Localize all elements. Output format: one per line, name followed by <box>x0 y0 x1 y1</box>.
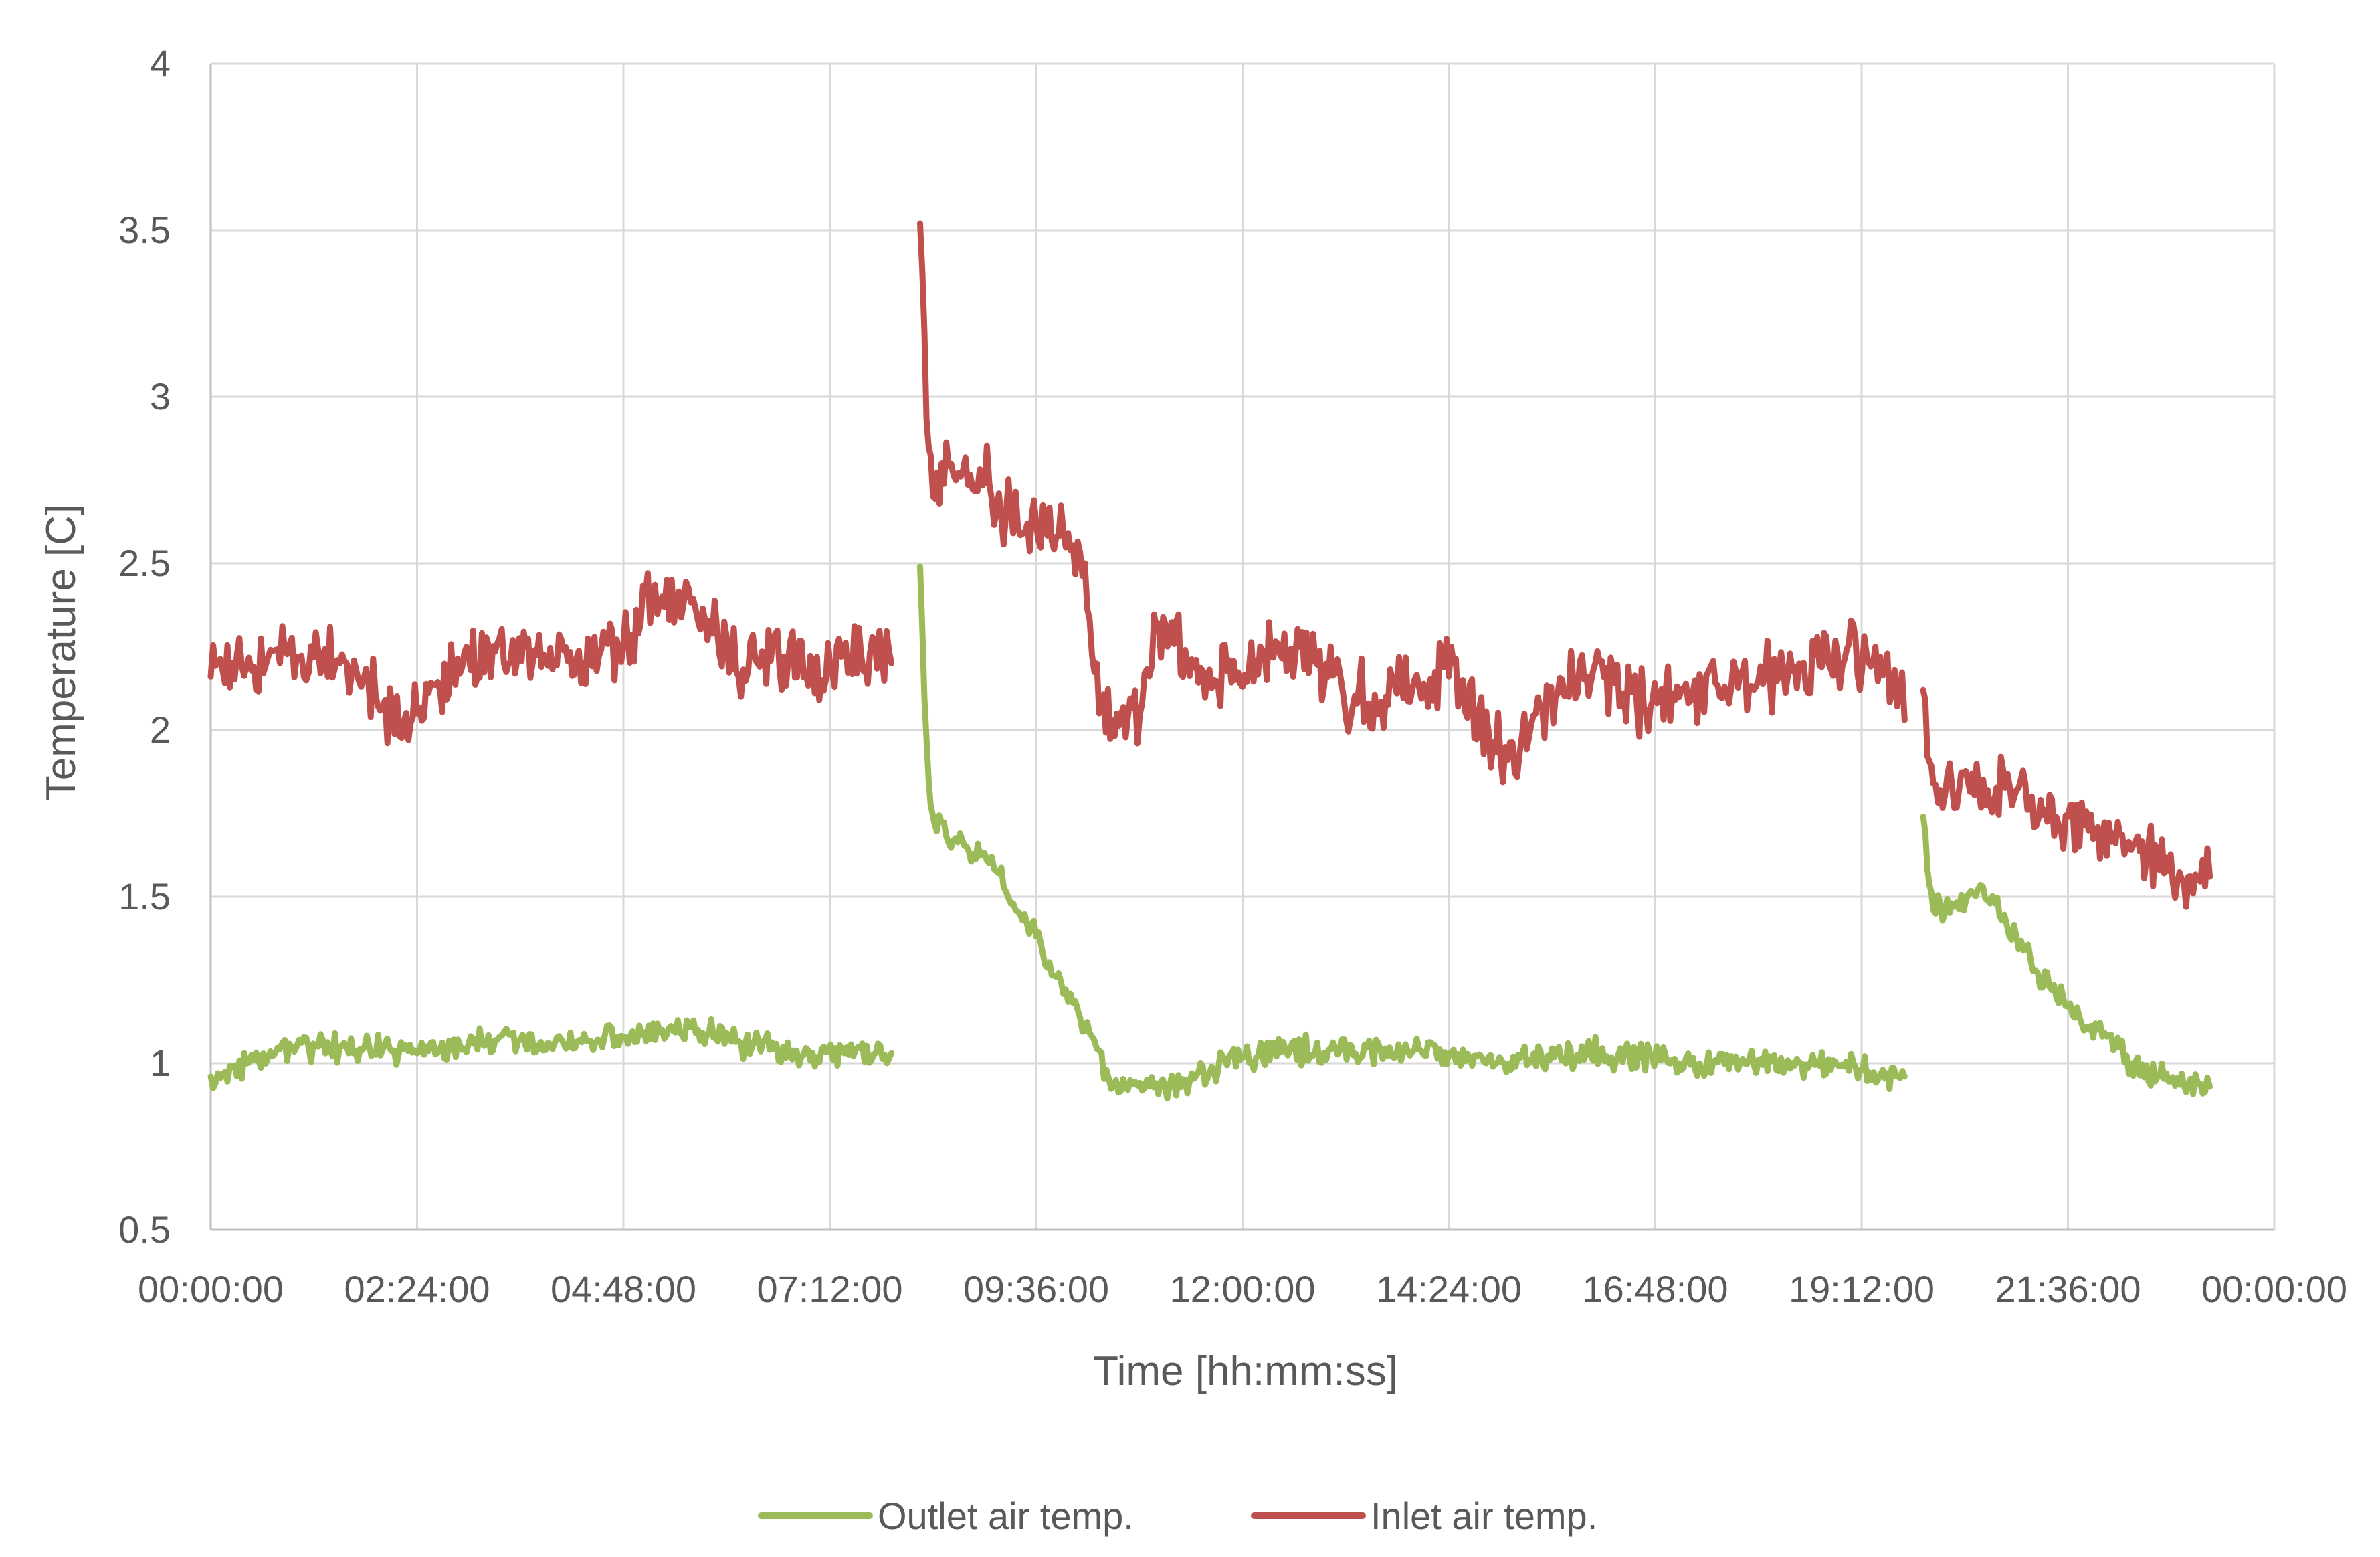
y-axis-tick-labels: 0.5 1 1.5 2 2.5 3 3.5 4 <box>118 42 171 1251</box>
series-lines <box>207 220 2213 1102</box>
y-tick-label: 2.5 <box>118 542 171 584</box>
x-tick-label: 14:24:00 <box>1376 1268 1522 1310</box>
legend-item: Inlet air temp. <box>1251 1495 1597 1537</box>
legend-item: Outlet air temp. <box>758 1495 1134 1537</box>
legend: Outlet air temp. Inlet air temp. <box>758 1495 1597 1537</box>
y-tick-label: 1.5 <box>118 875 171 917</box>
x-tick-label: 04:48:00 <box>551 1268 696 1310</box>
series-line-segment <box>207 1016 895 1091</box>
x-tick-label: 00:00:00 <box>2201 1268 2347 1310</box>
x-tick-label: 00:00:00 <box>138 1268 284 1310</box>
series-line-segment <box>1920 814 2213 1097</box>
x-tick-label: 19:12:00 <box>1789 1268 1935 1310</box>
series-outlet <box>207 563 2213 1102</box>
y-tick-label: 1 <box>150 1042 171 1084</box>
y-tick-label: 2 <box>150 709 171 751</box>
series-line-segment <box>917 563 1908 1102</box>
series-inlet <box>207 220 2213 910</box>
x-axis-tick-labels: 00:00:00 02:24:00 04:48:00 07:12:00 09:36:00… <box>138 1268 2347 1310</box>
x-tick-label: 07:12:00 <box>757 1268 903 1310</box>
y-tick-label: 0.5 <box>118 1208 171 1251</box>
legend-label: Outlet air temp. <box>878 1495 1134 1537</box>
legend-label: Inlet air temp. <box>1371 1495 1597 1537</box>
y-tick-label: 3 <box>150 375 171 418</box>
x-tick-label: 12:00:00 <box>1170 1268 1316 1310</box>
series-line-segment <box>207 570 895 747</box>
x-tick-label: 02:24:00 <box>344 1268 490 1310</box>
x-tick-label: 09:36:00 <box>963 1268 1109 1310</box>
series-line-segment <box>1920 686 2213 910</box>
gridlines <box>209 62 2276 1231</box>
x-axis-title: Time [hh:mm:ss] <box>1093 1348 1398 1394</box>
x-tick-label: 16:48:00 <box>1583 1268 1728 1310</box>
series-line-segment <box>917 220 1908 786</box>
y-tick-label: 3.5 <box>118 209 171 251</box>
x-tick-label: 21:36:00 <box>1995 1268 2141 1310</box>
y-tick-label: 4 <box>150 42 171 84</box>
y-axis-title: Temperature [C] <box>38 504 84 802</box>
